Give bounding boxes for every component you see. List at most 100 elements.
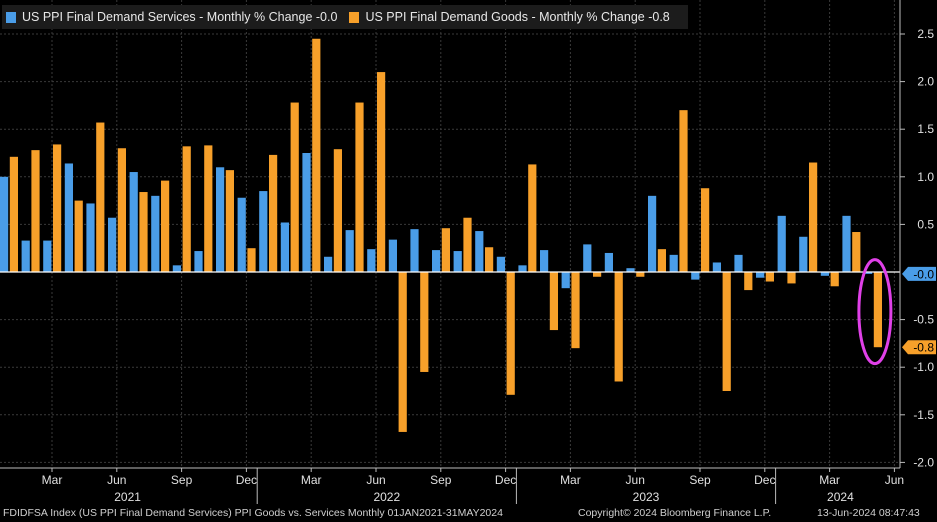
bar-goods [636, 272, 645, 277]
bar-goods [873, 272, 882, 348]
x-tick-label: Jun [107, 473, 126, 487]
bar-services [216, 167, 225, 272]
bar-goods [74, 200, 83, 272]
x-tick-label: Mar [301, 473, 322, 487]
bar-services [0, 176, 9, 272]
bar-goods [593, 272, 602, 277]
bar-services [669, 254, 678, 272]
bar-services [172, 265, 181, 272]
bar-services [540, 250, 549, 272]
year-label: 2022 [373, 490, 400, 504]
bar-goods [506, 272, 515, 395]
bar-goods [355, 102, 364, 272]
bar-goods [290, 102, 299, 272]
bar-goods [722, 272, 731, 391]
bar-goods [571, 272, 580, 349]
bar-services [432, 250, 441, 272]
year-label: 2021 [114, 490, 141, 504]
bar-services [864, 272, 873, 274]
y-tick-label: -1.0 [913, 360, 934, 374]
bar-goods [333, 149, 342, 272]
bar-services [691, 272, 700, 280]
bar-services [302, 153, 311, 272]
bar-goods [485, 247, 494, 272]
y-axis: 2.5 2.0 1.5 1.0 0.5 -0.5 -1.0 -1.5 -2.0 -0.0 -0.8 [899, 0, 936, 469]
bar-services [151, 195, 160, 272]
y-tick-label: -0.5 [913, 313, 934, 327]
last-value-flag [902, 340, 936, 355]
bar-goods [96, 122, 105, 272]
last-value-label: -0.8 [913, 341, 934, 355]
bar-goods [441, 228, 450, 272]
footer-source: FDIDFSA Index (US PPI Final Demand Servi… [3, 507, 503, 519]
bar-goods [765, 272, 774, 282]
bar-goods [139, 192, 148, 272]
legend: US PPI Final Demand Services - Monthly %… [2, 5, 688, 29]
bar-goods [398, 272, 407, 432]
bar-services [475, 231, 484, 272]
bar-goods [463, 217, 472, 272]
bar-goods [269, 154, 278, 272]
year-label: 2023 [633, 490, 660, 504]
bar-goods [852, 232, 861, 272]
bar-goods [53, 144, 62, 272]
y-tick-label: 2.5 [917, 27, 934, 41]
footer-timestamp: 13-Jun-2024 08:47:43 [817, 507, 920, 519]
bar-services [626, 268, 635, 272]
bar-services [734, 254, 743, 272]
bar-goods [117, 148, 126, 272]
legend-label-goods: US PPI Final Demand Goods - Monthly % Ch… [365, 10, 645, 24]
bar-services [648, 195, 657, 272]
bar-goods [204, 145, 213, 272]
bar-goods [161, 180, 170, 272]
bar-services [561, 272, 570, 289]
legend-value-services: -0.0 [315, 10, 338, 24]
x-tick-label: Mar [819, 473, 840, 487]
bar-services [86, 203, 95, 272]
x-tick-label: Dec [495, 473, 516, 487]
bar-goods [830, 272, 839, 287]
bar-services [64, 163, 73, 272]
bar-services [259, 191, 268, 272]
x-tick-label: Dec [754, 473, 775, 487]
bar-services [324, 256, 333, 272]
bar-goods [657, 249, 666, 272]
year-label: 2024 [827, 490, 854, 504]
legend-swatch-services [6, 11, 16, 23]
bar-services [518, 265, 527, 272]
x-tick-label: Jun [626, 473, 645, 487]
bar-services [496, 256, 505, 272]
bar-services [410, 229, 419, 272]
x-tick-label: Jun [885, 473, 904, 487]
bar-goods [247, 248, 256, 272]
x-tick-label: Sep [430, 473, 452, 487]
bar-goods [549, 272, 558, 331]
legend-swatch-goods [349, 11, 360, 23]
x-axis: Mar Jun Sep Dec Mar Jun Sep Dec Mar Jun Sep Dec Mar J… [0, 467, 904, 504]
bar-goods [312, 38, 321, 273]
legend-label-services: US PPI Final Demand Services - Monthly %… [22, 10, 313, 24]
bar-goods [614, 272, 623, 382]
gridlines [0, 0, 900, 468]
bar-goods [377, 72, 386, 272]
bars [0, 38, 882, 432]
bar-services [842, 215, 851, 272]
bar-services [756, 272, 765, 278]
x-tick-label: Mar [42, 473, 63, 487]
bar-goods [31, 150, 40, 272]
bar-services [712, 262, 721, 272]
bar-services [799, 236, 808, 272]
bar-goods [528, 164, 537, 272]
last-value-flag [902, 266, 936, 281]
bar-services [777, 215, 786, 272]
bar-goods [701, 188, 710, 272]
y-tick-label: 1.0 [917, 170, 934, 184]
bar-goods [787, 272, 796, 284]
legend-item-services: US PPI Final Demand Services - Monthly %… [6, 10, 337, 24]
y-tick-label: 0.5 [917, 217, 934, 231]
bar-services [820, 272, 829, 276]
highlight-circle [857, 258, 893, 366]
y-tick-label: 2.0 [917, 75, 934, 89]
bar-goods [9, 156, 18, 272]
